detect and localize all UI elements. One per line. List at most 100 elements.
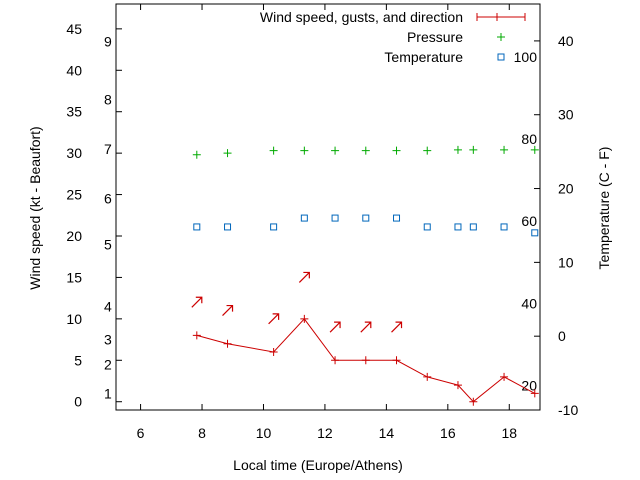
right-tick-label: 0 [558, 328, 566, 344]
x-tick-label: 18 [501, 425, 517, 441]
legend: Wind speed, gusts, and direction Pressure… [260, 9, 526, 65]
wind-speed-point [331, 356, 340, 365]
pressure-point [530, 145, 539, 154]
x-tick-label: 16 [440, 425, 456, 441]
wind-speed-point [192, 331, 201, 340]
temperature-point [270, 223, 278, 231]
temperature-point [500, 223, 508, 231]
x-tick-label: 12 [317, 425, 333, 441]
gust-arrow [222, 304, 234, 316]
left-tick-label: 10 [66, 311, 82, 327]
left-tick-label: 25 [66, 187, 82, 203]
temperature-point [224, 223, 232, 231]
fahrenheit-labels: 20 40 60 80 100 [514, 49, 538, 393]
wind-speed-line [196, 318, 536, 403]
temperature-point [454, 223, 462, 231]
legend-label: Wind speed, gusts, and direction [260, 9, 463, 25]
pressure-point [300, 146, 309, 155]
x-tick-label: 8 [198, 425, 206, 441]
fahrenheit-label: 40 [521, 296, 537, 312]
series-layer [191, 145, 539, 406]
temperature-point [393, 214, 401, 222]
wind-speed-point [361, 356, 370, 365]
gust-arrow [191, 296, 203, 308]
temperature-point [423, 223, 431, 231]
gust-arrow [360, 321, 372, 333]
temperature-point [193, 223, 201, 231]
beaufort-label: 1 [104, 385, 112, 401]
left-tick-label: 35 [66, 104, 82, 120]
plot-frame [115, 3, 541, 411]
right-tick-label: -10 [558, 402, 578, 418]
pressure-point [361, 146, 370, 155]
wind-speed-point [300, 314, 309, 323]
temperature-point [331, 214, 339, 222]
left-tick-label: 15 [66, 269, 82, 285]
fahrenheit-label: 100 [514, 49, 538, 65]
pressure-point [269, 146, 278, 155]
pressure-point [423, 146, 432, 155]
legend-temperature-marker [497, 53, 505, 61]
wind-speed-point [423, 372, 432, 381]
right-tick-label: 20 [558, 181, 574, 197]
beaufort-label: 3 [104, 332, 112, 348]
wind-speed-point [469, 397, 478, 406]
wind-speed-point [269, 348, 278, 356]
x-axis-ticks: 6 8 10 12 14 16 18 [137, 4, 517, 441]
legend-label: Temperature [384, 49, 463, 65]
pressure-point [392, 146, 401, 155]
legend-wind-marker [476, 13, 526, 21]
right-tick-label: 10 [558, 254, 574, 270]
pressure-point [453, 145, 462, 154]
beaufort-label: 6 [104, 191, 112, 207]
legend-label: Pressure [407, 29, 463, 45]
temperature-point [469, 223, 477, 231]
temperature-point [531, 229, 539, 237]
fahrenheit-label: 60 [521, 213, 537, 229]
wind-speed-point [223, 339, 232, 348]
pressure-point [331, 146, 340, 155]
left-axis-label: Wind speed (kt - Beaufort) [27, 126, 43, 289]
left-tick-label: 5 [74, 352, 82, 368]
left-tick-label: 0 [74, 394, 82, 410]
pressure-point [192, 150, 201, 159]
right-axis-label: Temperature (C - F) [596, 147, 612, 270]
pressure-point [469, 145, 478, 154]
wind-speed-point [500, 372, 509, 381]
fahrenheit-label: 80 [521, 131, 537, 147]
pressure-point [223, 149, 232, 158]
beaufort-label: 7 [104, 141, 112, 157]
x-tick-label: 10 [256, 425, 272, 441]
left-tick-label: 45 [66, 21, 82, 37]
gust-arrow [298, 271, 310, 283]
temperature-point [362, 214, 370, 222]
right-tick-label: 30 [558, 107, 574, 123]
x-tick-label: 14 [379, 425, 395, 441]
x-axis-label: Local time (Europe/Athens) [233, 457, 403, 473]
beaufort-label: 4 [104, 298, 112, 314]
left-tick-label: 20 [66, 228, 82, 244]
wind-speed-point [530, 389, 539, 398]
beaufort-label: 5 [104, 236, 112, 252]
plot-border [115, 3, 541, 411]
beaufort-label: 9 [104, 33, 112, 49]
wind-speed-point [392, 356, 401, 365]
left-tick-label: 30 [66, 145, 82, 161]
legend-pressure-marker [497, 33, 505, 41]
wind-speed-point [453, 381, 462, 390]
right-axis-ticks: -10 0 10 20 30 40 [534, 33, 578, 418]
x-tick-label: 6 [137, 425, 145, 441]
pressure-point [500, 145, 509, 154]
right-tick-label: 40 [558, 33, 574, 49]
beaufort-labels: 1 2 3 4 5 6 7 8 9 [104, 33, 112, 401]
fahrenheit-label: 20 [521, 378, 537, 394]
gust-arrow [391, 321, 403, 333]
beaufort-label: 2 [104, 356, 112, 372]
gust-arrow [268, 313, 280, 325]
beaufort-label: 8 [104, 91, 112, 107]
left-tick-label: 40 [66, 62, 82, 78]
gust-arrow [329, 321, 341, 333]
temperature-point [300, 214, 308, 222]
